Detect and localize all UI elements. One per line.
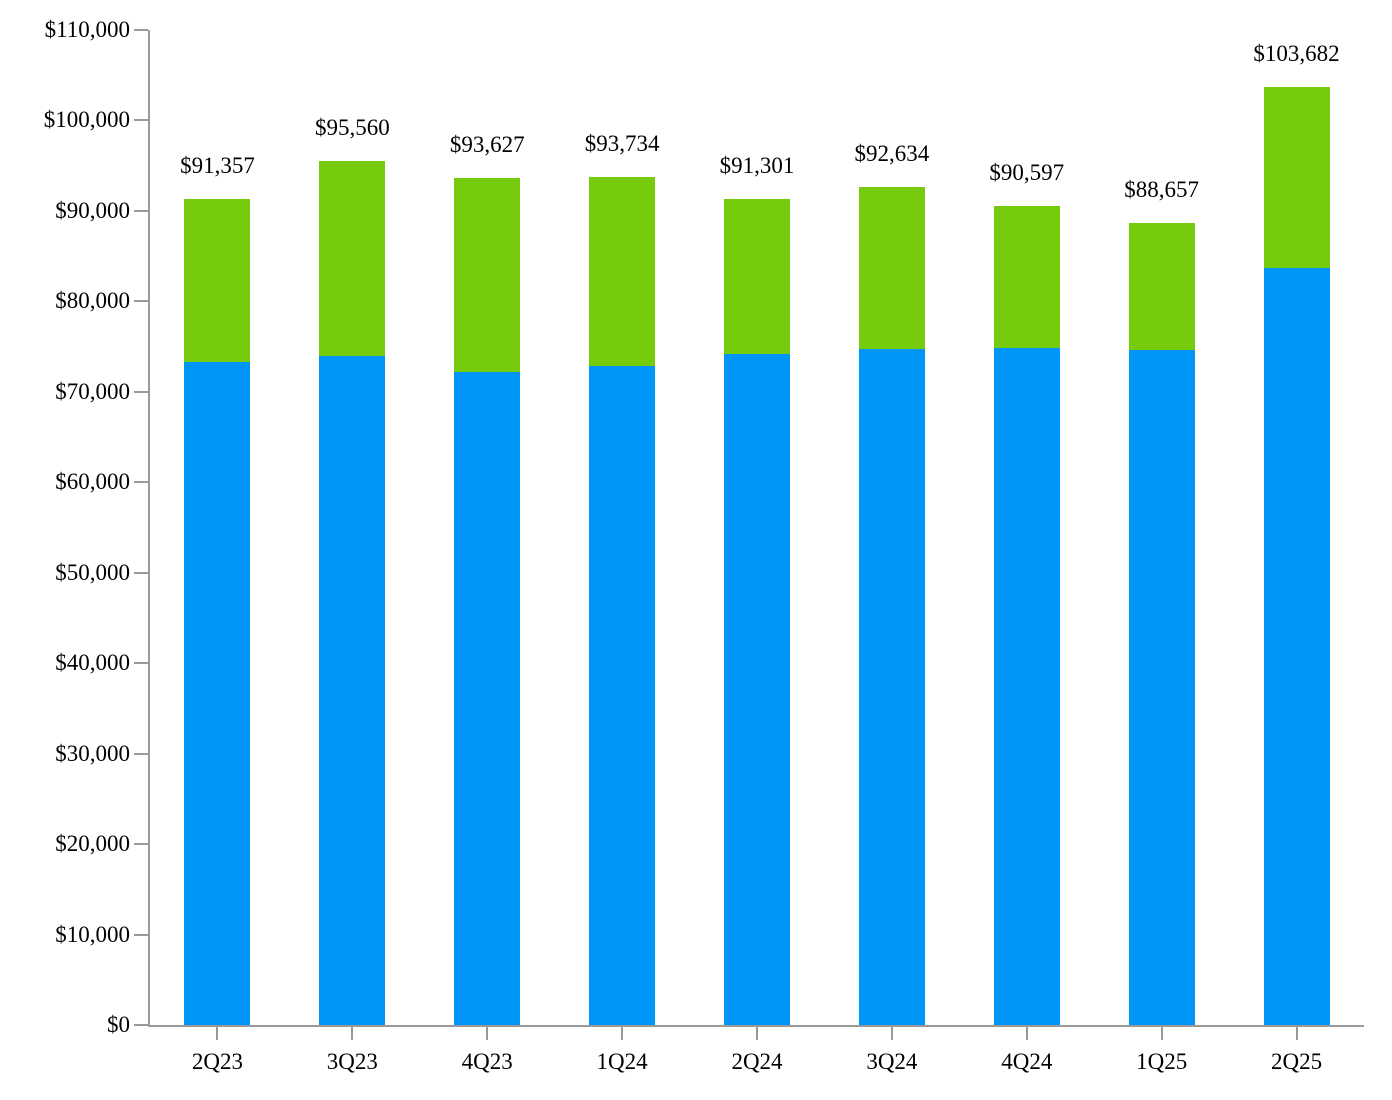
bar-segment-top <box>993 205 1060 349</box>
bar-total-label: $93,627 <box>449 132 525 158</box>
bar-segment-top <box>319 160 386 356</box>
y-tick-label: $110,000 <box>44 17 130 42</box>
bar-segment-top <box>1263 87 1330 268</box>
y-axis-tick <box>134 843 148 846</box>
x-tick-label: 3Q24 <box>866 1049 918 1074</box>
bar-segment-bottom <box>319 355 386 1025</box>
bar-total-label: $91,357 <box>180 152 255 178</box>
bar-segment-bottom <box>1128 350 1195 1025</box>
x-axis-tick <box>621 1027 624 1040</box>
y-tick-label: $10,000 <box>55 921 130 947</box>
x-axis-line <box>148 1025 1364 1027</box>
x-axis-tick <box>486 1027 489 1040</box>
bar-segment-bottom <box>454 371 521 1025</box>
y-axis-tick <box>134 933 148 936</box>
y-axis-tick <box>134 390 148 393</box>
y-tick-label: $40,000 <box>55 650 130 676</box>
y-axis-tick <box>134 571 148 574</box>
y-tick-label: $80,000 <box>55 288 130 314</box>
y-tick-label: $30,000 <box>55 740 130 766</box>
x-tick-label: 1Q25 <box>1136 1049 1188 1074</box>
y-axis-tick <box>134 1024 148 1026</box>
x-axis-tick <box>1295 1027 1298 1040</box>
x-axis-tick <box>1025 1027 1028 1040</box>
y-axis-line <box>148 30 150 1027</box>
bar-segment-top <box>184 198 251 362</box>
y-axis-tick <box>134 119 148 122</box>
y-axis-tick <box>134 209 148 212</box>
y-axis-tick <box>134 662 148 665</box>
x-tick-label: 1Q24 <box>596 1049 648 1074</box>
y-axis-tick <box>134 481 148 484</box>
x-tick-label: 4Q24 <box>1001 1049 1053 1074</box>
bar-segment-top <box>858 187 925 350</box>
x-axis-tick <box>351 1027 354 1040</box>
y-axis-tick <box>134 752 148 755</box>
y-tick-label: $100,000 <box>43 107 130 133</box>
x-tick-label: 4Q23 <box>461 1049 513 1074</box>
bar-total-label: $93,734 <box>584 131 660 157</box>
bar-segment-top <box>589 177 656 367</box>
bar-segment-bottom <box>589 366 656 1025</box>
bar-segment-bottom <box>1263 267 1330 1025</box>
bar-total-label: $88,657 <box>1124 177 1200 203</box>
bar-total-label: $103,682 <box>1253 41 1340 67</box>
bar-segment-top <box>1128 223 1195 351</box>
bar-segment-top <box>454 178 521 372</box>
x-tick-label: 2Q24 <box>731 1049 783 1074</box>
bar-segment-bottom <box>184 361 251 1025</box>
x-axis-tick <box>756 1027 758 1040</box>
x-axis-tick <box>1160 1027 1163 1040</box>
bar-total-label: $90,597 <box>989 159 1065 185</box>
y-tick-label: $20,000 <box>55 831 130 857</box>
x-tick-label: 3Q23 <box>326 1049 378 1074</box>
x-axis-tick <box>890 1027 893 1040</box>
bar-total-label: $91,301 <box>719 153 795 179</box>
bar-segment-bottom <box>724 353 790 1025</box>
bar-segment-bottom <box>993 348 1060 1025</box>
bar-total-label: $92,634 <box>854 141 930 167</box>
bar-segment-bottom <box>858 349 925 1025</box>
y-tick-label: $60,000 <box>55 469 130 495</box>
x-tick-label: 2Q25 <box>1270 1049 1323 1074</box>
bar-total-label: $95,560 <box>314 114 390 140</box>
y-tick-label: $90,000 <box>55 197 130 223</box>
bar-segment-top <box>724 199 790 354</box>
x-axis-tick <box>216 1027 219 1040</box>
x-tick-label: 2Q23 <box>191 1049 243 1074</box>
y-axis-tick <box>134 29 148 31</box>
y-axis-tick <box>134 300 148 303</box>
y-tick-label: $70,000 <box>55 378 130 404</box>
y-tick-label: $0 <box>107 1012 130 1037</box>
y-tick-label: $50,000 <box>55 559 130 585</box>
